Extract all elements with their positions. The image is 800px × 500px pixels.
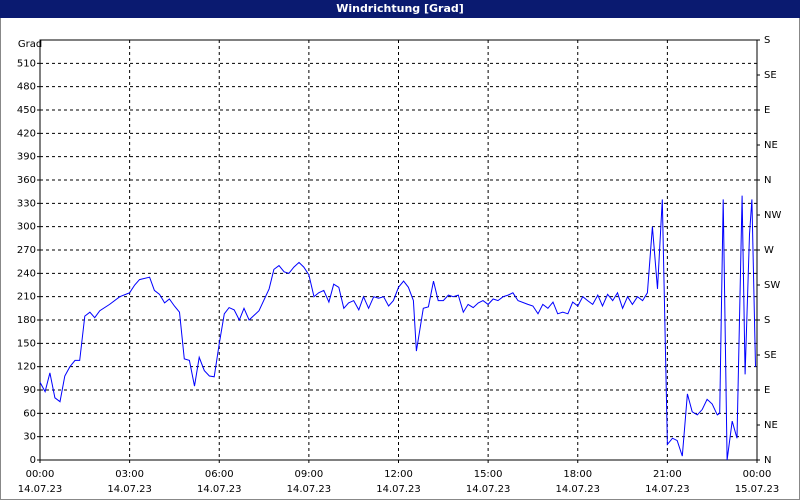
y-tick-label: 420 (17, 128, 36, 139)
x-tick-label: 00:00 (743, 469, 772, 480)
y-tick-label: 300 (17, 222, 36, 233)
x-tick-date: 14.07.23 (555, 484, 600, 495)
title-bar (0, 0, 800, 18)
y-tick-label: 90 (23, 385, 36, 396)
y2-tick-label: SE (764, 70, 777, 81)
x-tick-label: 03:00 (115, 469, 144, 480)
y-tick-label: 390 (17, 152, 36, 163)
y2-tick-label: S (764, 315, 770, 326)
y2-tick-label: SW (764, 280, 780, 291)
x-tick-label: 06:00 (205, 469, 234, 480)
x-tick-label: 21:00 (653, 469, 682, 480)
y-tick-label: 510 (17, 58, 36, 69)
chart-title: Windrichtung [Grad] (336, 2, 464, 15)
data-line (39, 195, 756, 461)
y2-tick-label: NE (764, 420, 778, 431)
x-tick-label: 15:00 (474, 469, 503, 480)
y-tick-label: 30 (23, 432, 36, 443)
x-tick-date: 14.07.23 (645, 484, 690, 495)
y-tick-label: 480 (17, 82, 36, 93)
y2-tick-label: N (764, 175, 771, 186)
x-tick-label: 18:00 (563, 469, 592, 480)
x-tick-date: 14.07.23 (466, 484, 511, 495)
y2-tick-label: NE (764, 140, 778, 151)
y-tick-label: 180 (17, 315, 36, 326)
y2-tick-label: SE (764, 350, 777, 361)
y-tick-label: 450 (17, 105, 36, 116)
y-tick-label: 360 (17, 175, 36, 186)
x-tick-date: 14.07.23 (376, 484, 421, 495)
y-tick-label: 270 (17, 245, 36, 256)
y-tick-label: 210 (17, 292, 36, 303)
y-tick-label: 240 (17, 268, 36, 279)
y2-tick-label: N (764, 455, 771, 466)
y2-tick-label: W (764, 245, 774, 256)
x-tick-label: 00:00 (26, 469, 55, 480)
x-tick-date: 14.07.23 (287, 484, 332, 495)
y-axis-label: Grad (18, 39, 42, 50)
y-tick-label: 0 (30, 455, 36, 466)
y-tick-label: 330 (17, 198, 36, 209)
x-tick-label: 09:00 (294, 469, 323, 480)
x-tick-label: 12:00 (384, 469, 413, 480)
x-tick-date: 14.07.23 (107, 484, 152, 495)
y-tick-label: 60 (23, 408, 36, 419)
y2-tick-label: E (764, 105, 770, 116)
y-tick-label: 150 (17, 338, 36, 349)
y2-tick-label: NW (764, 210, 781, 221)
x-tick-date: 14.07.23 (197, 484, 242, 495)
y-tick-label: 120 (17, 362, 36, 373)
x-tick-date: 14.07.23 (18, 484, 63, 495)
y2-tick-label: E (764, 385, 770, 396)
y2-tick-label: S (764, 35, 770, 46)
x-tick-date: 15.07.23 (735, 484, 780, 495)
